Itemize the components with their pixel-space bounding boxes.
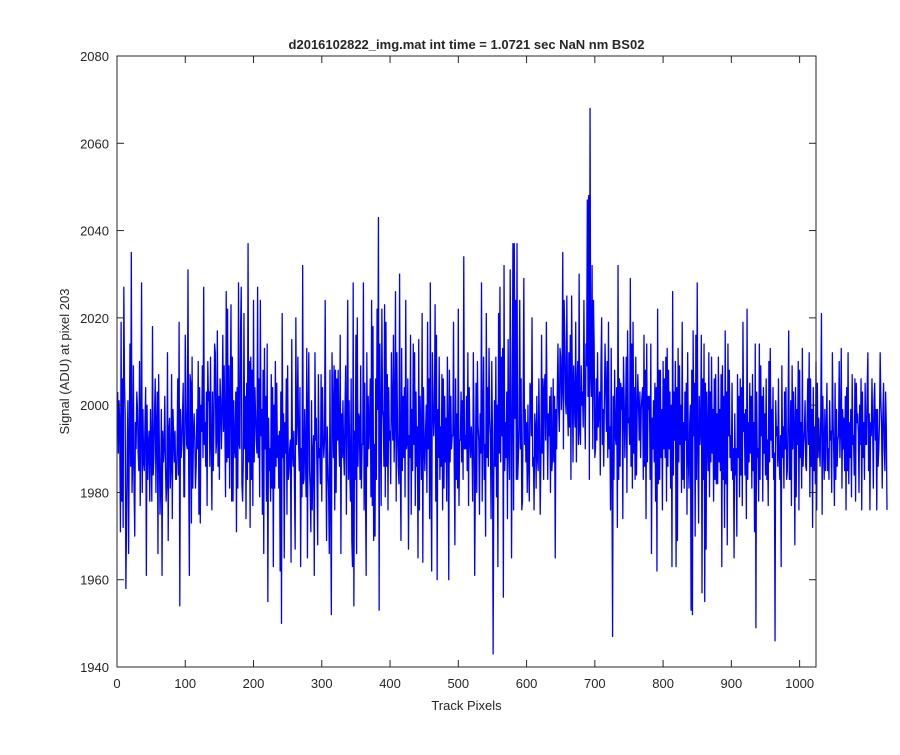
x-tick-label: 1000 xyxy=(785,676,814,691)
x-tick-label: 600 xyxy=(516,676,538,691)
x-tick-label: 300 xyxy=(311,676,333,691)
y-tick-label: 2000 xyxy=(80,398,109,413)
y-tick-label: 1980 xyxy=(80,485,109,500)
signal-series-line xyxy=(117,107,888,655)
x-tick-label: 100 xyxy=(174,676,196,691)
plot-area xyxy=(117,56,816,667)
y-tick-label: 1940 xyxy=(80,660,109,675)
axes-box xyxy=(116,55,817,668)
y-tick-label: 2040 xyxy=(80,224,109,239)
y-tick-label: 2020 xyxy=(80,311,109,326)
x-tick-label: 0 xyxy=(113,676,120,691)
y-axis-label: Signal (ADU) at pixel 203 xyxy=(57,289,72,435)
x-tick-label: 200 xyxy=(243,676,265,691)
x-axis-label: Track Pixels xyxy=(431,698,502,713)
y-tick-label: 2080 xyxy=(80,49,109,64)
x-tick-label: 400 xyxy=(379,676,401,691)
y-tick-label: 1960 xyxy=(80,573,109,588)
data-layer xyxy=(117,107,888,655)
x-tick-label: 500 xyxy=(447,676,469,691)
chart-title: d2016102822_img.mat int time = 1.0721 se… xyxy=(289,37,645,52)
x-tick-label: 800 xyxy=(652,676,674,691)
x-tick-label: 700 xyxy=(584,676,606,691)
x-tick-label: 900 xyxy=(721,676,743,691)
y-tick-label: 2060 xyxy=(80,136,109,151)
axes-layer: 0 100 200 300 400 500 600 700 800 900 1000 1940 1960… xyxy=(80,49,817,691)
